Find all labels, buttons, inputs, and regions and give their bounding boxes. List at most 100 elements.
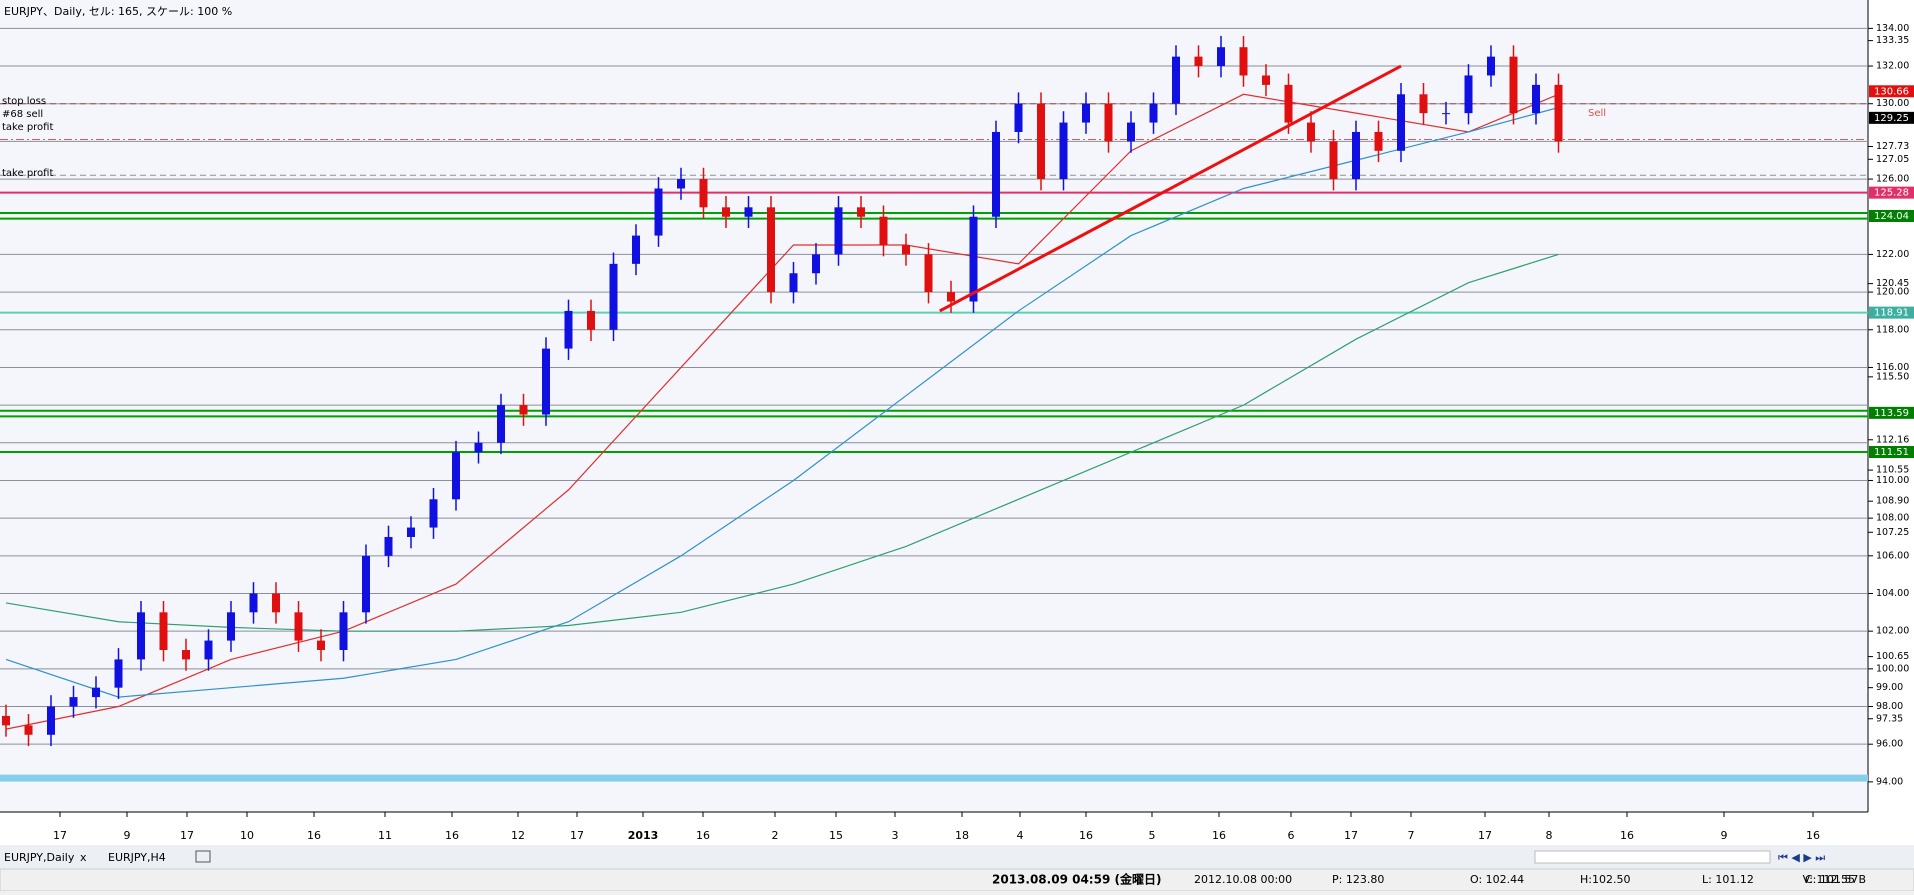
trendline [939, 64, 1402, 313]
status-field: C: 101.57 [1805, 873, 1858, 886]
moving-average [5, 106, 1559, 698]
price-marker-label: 111.51 [1874, 447, 1909, 458]
candle-body [1374, 131, 1383, 151]
candle-body [1149, 103, 1158, 123]
x-tick-label: 4 [1017, 829, 1024, 842]
time-axis-bg [0, 812, 1914, 845]
candle-body [677, 179, 685, 189]
candle-body [1194, 56, 1203, 67]
candle-body [1217, 47, 1225, 67]
x-tick-label: 9 [124, 829, 131, 842]
candle-body [767, 207, 775, 293]
candle-body [137, 612, 145, 660]
price-marker-label: 118.91 [1874, 308, 1909, 319]
y-tick-label: 118.00 [1876, 324, 1909, 335]
candle-body [564, 310, 573, 349]
x-tick-label: 2 [772, 829, 779, 842]
annotation: Sell [1588, 108, 1606, 119]
annotation: take profit [2, 168, 53, 179]
candle-body [924, 254, 933, 293]
candle-body [272, 593, 280, 613]
y-tick-label: 110.55 [1876, 465, 1909, 476]
tab[interactable]: EURJPY,H4 [108, 851, 166, 864]
candle-body [474, 442, 483, 453]
candle-body [1442, 113, 1450, 115]
candle-body [362, 555, 370, 613]
price-marker [1869, 209, 1914, 222]
y-tick-label: 96.00 [1876, 739, 1903, 750]
scrollbar[interactable] [1534, 850, 1771, 864]
x-tick-label: 17 [180, 829, 194, 842]
x-tick-label: 15 [829, 829, 843, 842]
price-marker-label: 130.66 [1874, 86, 1909, 97]
price-axis-bg [1868, 0, 1914, 812]
candle-body [69, 697, 78, 707]
candle-body [609, 263, 618, 330]
price-marker [1869, 186, 1914, 199]
y-tick-label: 106.00 [1876, 550, 1909, 561]
y-tick-label: 110.00 [1876, 475, 1909, 486]
y-tick-label: 94.00 [1876, 776, 1903, 787]
candle-body [1307, 122, 1315, 142]
price-marker [1869, 306, 1914, 319]
candle-body [812, 254, 820, 274]
candle-body [834, 207, 843, 255]
price-marker [1869, 111, 1914, 124]
x-tick-label: 12 [511, 829, 525, 842]
annotation: #68 sell [2, 109, 43, 120]
x-tick-label: 9 [1721, 829, 1728, 842]
candle-body [1397, 94, 1405, 151]
candle-body [542, 348, 550, 415]
status-field: 2013.08.09 04:59 (金曜日) [992, 872, 1161, 887]
price-marker [1869, 446, 1914, 459]
y-tick-label: 134.00 [1876, 23, 1909, 34]
y-tick-label: 107.25 [1876, 527, 1909, 538]
status-field: L: 101.12 [1702, 873, 1754, 886]
y-tick-label: 127.73 [1876, 141, 1909, 152]
candle-body [1082, 103, 1090, 123]
tab-icon[interactable] [195, 850, 211, 863]
candle-body [92, 687, 100, 698]
y-tick-label: 130.00 [1876, 98, 1909, 109]
candle-body [384, 536, 393, 556]
moving-average [5, 93, 1559, 730]
candle-body [159, 612, 168, 650]
moving-average [5, 253, 1559, 632]
annotation: take profit [2, 122, 53, 133]
candle-body [294, 612, 303, 641]
window-title: EURJPY、Daily, セル: 165, スケール: 100 % [4, 5, 232, 18]
y-tick-label: 120.00 [1876, 287, 1909, 298]
candle-body [1127, 122, 1135, 142]
x-tick-label: 17 [1344, 829, 1358, 842]
price-marker-label: 124.04 [1874, 211, 1909, 222]
candle-body [452, 452, 460, 500]
tab[interactable]: EURJPY,Daily [4, 851, 75, 864]
candle-body [744, 207, 753, 217]
y-tick-label: 122.00 [1876, 249, 1909, 260]
y-tick-label: 98.00 [1876, 701, 1903, 712]
price-marker-label: 125.28 [1874, 188, 1909, 199]
x-tick-label: 16 [307, 829, 321, 842]
candle-body [24, 725, 33, 735]
y-tick-label: 100.65 [1876, 651, 1909, 662]
price-marker-label: 129.25 [1874, 113, 1909, 124]
tab-close[interactable]: x [80, 851, 87, 864]
status-field: 2012.10.08 00:00 [1194, 873, 1292, 886]
candle-body [857, 207, 865, 217]
candle-body [204, 640, 213, 660]
y-tick-label: 108.90 [1876, 496, 1909, 507]
candle-body [407, 527, 415, 537]
candle-body [722, 207, 730, 217]
candle-body [497, 405, 505, 443]
candle-body [1554, 84, 1563, 142]
y-tick-label: 104.00 [1876, 588, 1909, 599]
candle-body [1284, 84, 1293, 123]
nav-buttons[interactable]: ⏮ ◀ ▶ ⏭ [1778, 851, 1825, 864]
status-field: O: 102.44 [1470, 873, 1524, 886]
price-marker [1869, 85, 1914, 98]
candle-body [47, 706, 55, 735]
candle-body [1532, 84, 1540, 114]
candle-body [2, 715, 10, 726]
